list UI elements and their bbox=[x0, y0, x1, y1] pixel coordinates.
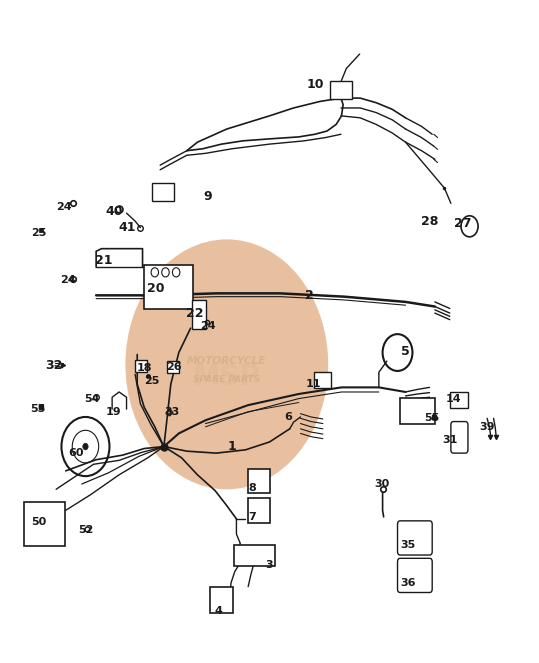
Text: 55: 55 bbox=[425, 413, 440, 423]
Circle shape bbox=[126, 239, 328, 489]
Text: 55: 55 bbox=[30, 404, 45, 414]
Text: 25: 25 bbox=[144, 376, 160, 386]
Text: MSP: MSP bbox=[193, 363, 261, 391]
Text: 32: 32 bbox=[45, 359, 62, 372]
FancyBboxPatch shape bbox=[167, 361, 179, 373]
Text: 26: 26 bbox=[165, 362, 181, 372]
FancyBboxPatch shape bbox=[451, 392, 468, 408]
Text: 36: 36 bbox=[400, 577, 416, 587]
Text: 10: 10 bbox=[306, 78, 323, 91]
Text: 30: 30 bbox=[374, 479, 389, 489]
Text: 6: 6 bbox=[284, 412, 292, 422]
Text: 41: 41 bbox=[119, 221, 136, 234]
Text: 24: 24 bbox=[60, 275, 76, 285]
Text: 54: 54 bbox=[85, 394, 100, 404]
Text: 27: 27 bbox=[454, 217, 472, 229]
Text: 50: 50 bbox=[31, 517, 47, 527]
Circle shape bbox=[83, 444, 88, 450]
Text: 3: 3 bbox=[266, 560, 273, 570]
Text: 31: 31 bbox=[442, 435, 458, 445]
Text: 33: 33 bbox=[165, 406, 180, 417]
Text: 40: 40 bbox=[105, 206, 122, 218]
FancyBboxPatch shape bbox=[314, 372, 331, 388]
Text: 14: 14 bbox=[446, 394, 461, 404]
Text: 7: 7 bbox=[248, 512, 257, 522]
FancyBboxPatch shape bbox=[192, 300, 206, 329]
FancyBboxPatch shape bbox=[143, 265, 192, 309]
Text: 21: 21 bbox=[95, 254, 113, 267]
Text: 28: 28 bbox=[421, 215, 438, 227]
FancyBboxPatch shape bbox=[247, 469, 270, 493]
FancyBboxPatch shape bbox=[135, 360, 147, 371]
Text: 19: 19 bbox=[106, 406, 122, 417]
FancyBboxPatch shape bbox=[399, 398, 436, 424]
FancyBboxPatch shape bbox=[24, 502, 65, 546]
Text: 5: 5 bbox=[401, 345, 410, 358]
Text: SPARE PARTS: SPARE PARTS bbox=[193, 375, 260, 384]
FancyBboxPatch shape bbox=[247, 499, 270, 523]
Text: 52: 52 bbox=[78, 525, 93, 535]
Text: 60: 60 bbox=[68, 448, 84, 458]
Text: 39: 39 bbox=[479, 422, 495, 432]
FancyBboxPatch shape bbox=[330, 81, 351, 99]
Text: 24: 24 bbox=[56, 202, 72, 211]
Text: 4: 4 bbox=[215, 606, 223, 616]
Text: 20: 20 bbox=[147, 282, 164, 295]
Text: 8: 8 bbox=[248, 483, 257, 493]
Text: 35: 35 bbox=[400, 540, 416, 550]
Text: 22: 22 bbox=[186, 306, 204, 320]
Text: 18: 18 bbox=[136, 363, 152, 373]
Text: 9: 9 bbox=[204, 190, 212, 204]
FancyBboxPatch shape bbox=[451, 422, 468, 453]
Text: MOTORCYCLE: MOTORCYCLE bbox=[187, 356, 266, 366]
FancyBboxPatch shape bbox=[151, 183, 174, 201]
Text: 24: 24 bbox=[201, 322, 216, 332]
Circle shape bbox=[126, 239, 328, 489]
FancyBboxPatch shape bbox=[210, 587, 233, 613]
Text: 25: 25 bbox=[31, 228, 47, 238]
Text: 1: 1 bbox=[228, 440, 237, 453]
FancyBboxPatch shape bbox=[398, 558, 432, 593]
FancyBboxPatch shape bbox=[234, 544, 275, 566]
Text: 11: 11 bbox=[306, 379, 322, 389]
FancyBboxPatch shape bbox=[398, 521, 432, 555]
Text: 2: 2 bbox=[305, 289, 314, 302]
